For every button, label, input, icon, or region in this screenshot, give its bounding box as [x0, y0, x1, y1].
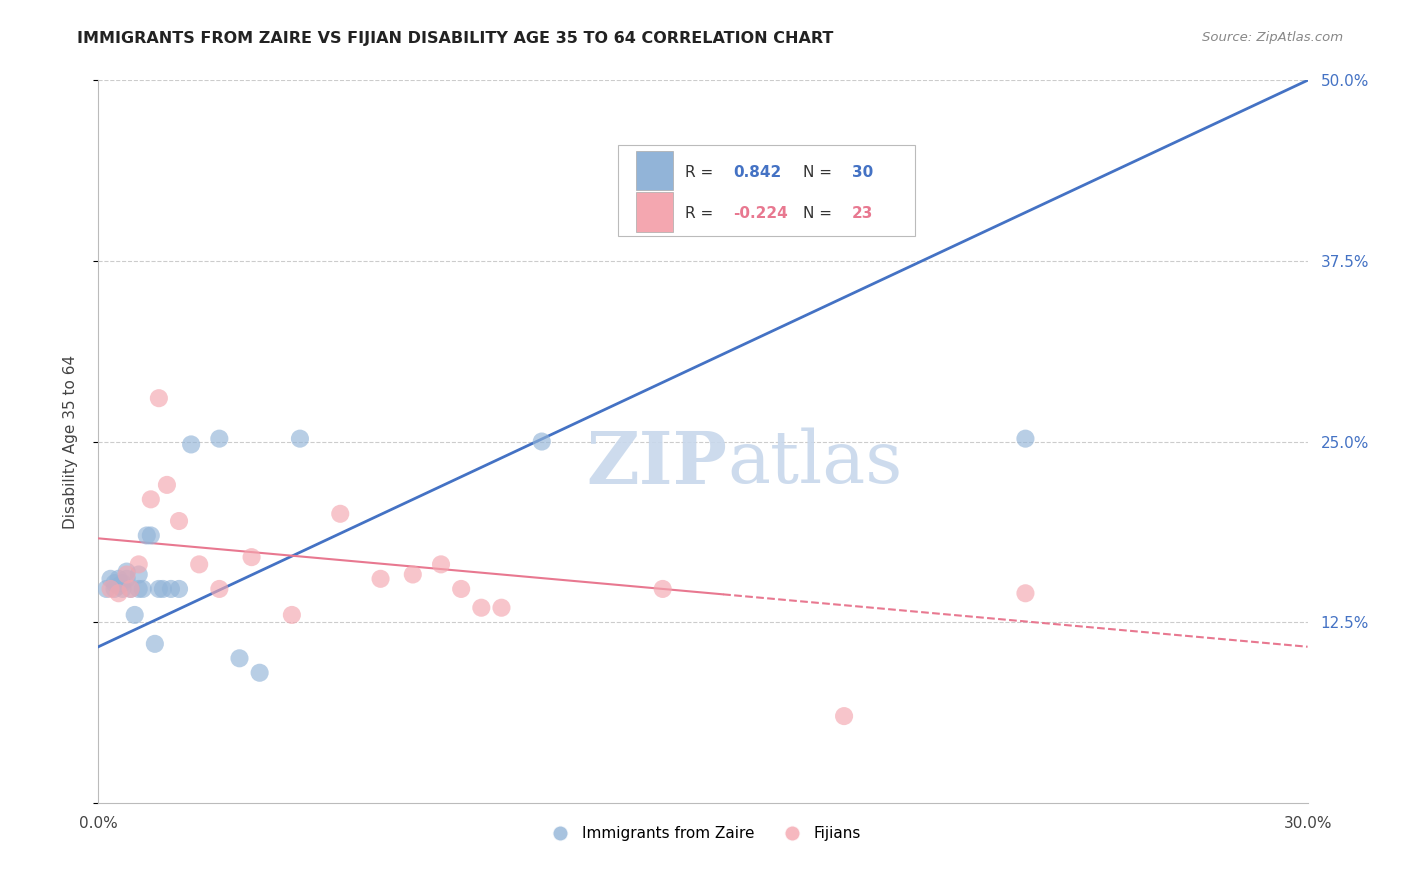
Point: [128, 582, 150, 596]
Point: [249, 665, 271, 680]
Point: [281, 607, 304, 622]
Text: N =: N =: [803, 206, 837, 221]
Point: [208, 582, 231, 596]
Point: [491, 600, 513, 615]
Text: N =: N =: [803, 165, 837, 179]
Legend: Immigrants from Zaire, Fijians: Immigrants from Zaire, Fijians: [538, 820, 868, 847]
Point: [793, 160, 815, 174]
Point: [530, 434, 553, 449]
Point: [143, 637, 166, 651]
Point: [1014, 586, 1036, 600]
Point: [288, 432, 311, 446]
Point: [208, 432, 231, 446]
Point: [832, 709, 855, 723]
Point: [96, 582, 118, 596]
Point: [139, 492, 162, 507]
Point: [329, 507, 352, 521]
Text: 30: 30: [852, 165, 873, 179]
Point: [148, 391, 170, 405]
Point: [152, 582, 174, 596]
Text: R =: R =: [685, 165, 718, 179]
Point: [124, 607, 146, 622]
Point: [228, 651, 250, 665]
Point: [128, 558, 150, 572]
Point: [107, 579, 129, 593]
FancyBboxPatch shape: [637, 192, 672, 232]
Point: [135, 528, 157, 542]
Text: -0.224: -0.224: [734, 206, 787, 221]
Point: [103, 576, 125, 591]
Point: [100, 572, 122, 586]
Point: [111, 582, 134, 596]
Text: atlas: atlas: [727, 428, 903, 499]
Point: [139, 528, 162, 542]
Point: [115, 567, 138, 582]
Point: [111, 576, 134, 591]
Text: IMMIGRANTS FROM ZAIRE VS FIJIAN DISABILITY AGE 35 TO 64 CORRELATION CHART: IMMIGRANTS FROM ZAIRE VS FIJIAN DISABILI…: [77, 31, 834, 46]
Point: [107, 572, 129, 586]
Text: ZIP: ZIP: [586, 428, 727, 499]
Text: R =: R =: [685, 206, 718, 221]
Text: 0.842: 0.842: [734, 165, 782, 179]
Point: [128, 567, 150, 582]
Point: [430, 558, 453, 572]
Point: [167, 514, 190, 528]
Point: [470, 600, 492, 615]
Text: Source: ZipAtlas.com: Source: ZipAtlas.com: [1202, 31, 1343, 45]
Point: [148, 582, 170, 596]
Point: [450, 582, 472, 596]
Point: [120, 582, 142, 596]
Point: [120, 582, 142, 596]
Point: [107, 586, 129, 600]
Point: [115, 572, 138, 586]
Point: [103, 582, 125, 596]
Point: [132, 582, 155, 596]
FancyBboxPatch shape: [619, 145, 915, 235]
FancyBboxPatch shape: [637, 151, 672, 190]
Point: [370, 572, 392, 586]
Point: [651, 582, 673, 596]
Text: 23: 23: [852, 206, 873, 221]
Point: [100, 582, 122, 596]
Point: [180, 437, 202, 451]
Point: [240, 550, 263, 565]
Point: [188, 558, 211, 572]
Point: [167, 582, 190, 596]
Y-axis label: Disability Age 35 to 64: Disability Age 35 to 64: [63, 354, 77, 529]
Point: [156, 478, 179, 492]
Point: [402, 567, 425, 582]
Point: [115, 565, 138, 579]
Point: [1014, 432, 1036, 446]
Point: [160, 582, 183, 596]
